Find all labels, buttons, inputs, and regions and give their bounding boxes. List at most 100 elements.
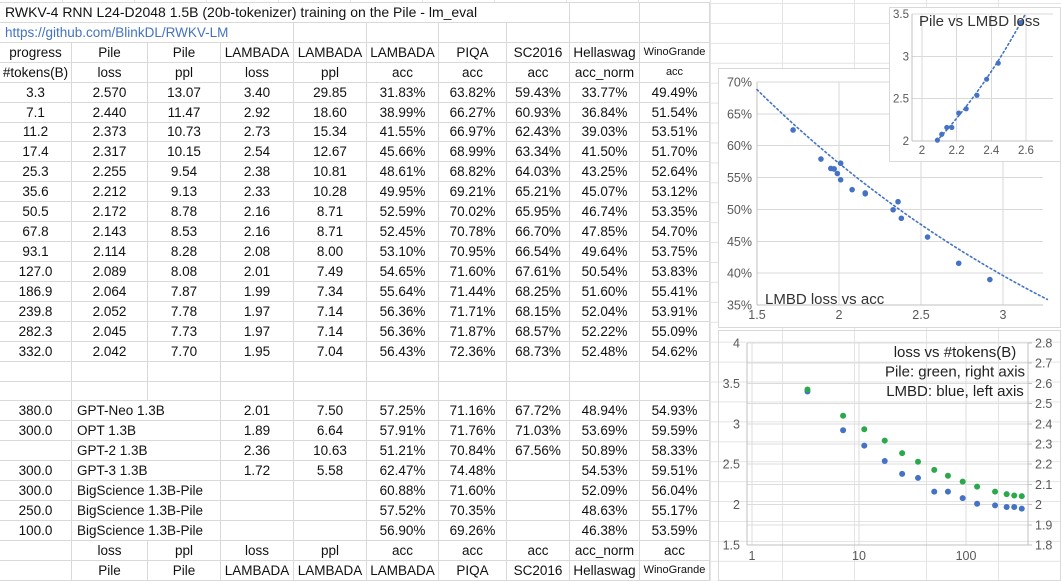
data-cell: 68.57% xyxy=(506,320,570,342)
data-point xyxy=(944,124,950,131)
data-cell: 55.41% xyxy=(639,280,710,302)
data-cell: 2.38 xyxy=(220,161,294,183)
data-cell xyxy=(220,519,294,541)
cell xyxy=(366,360,439,382)
footer-cell: Hellaswag xyxy=(569,559,640,581)
data-cell: 2.052 xyxy=(71,300,148,322)
data-cell: 69.26% xyxy=(438,519,507,541)
data-cell: 8.53 xyxy=(147,221,221,243)
axis-label: 100 xyxy=(956,549,977,563)
github-link[interactable]: https://github.com/BlinkDL/RWKV-LM xyxy=(5,24,229,40)
data-cell: 10.73 xyxy=(147,121,221,143)
data-cell: 2.089 xyxy=(71,260,148,282)
data-cell: 7.70 xyxy=(147,340,221,362)
data-cell: 35.6 xyxy=(0,181,72,203)
data-point xyxy=(995,60,1001,66)
data-cell: 7.50 xyxy=(293,400,367,422)
footer-cell: Pile xyxy=(71,559,148,581)
data-cell: 53.51% xyxy=(639,121,710,143)
data-cell: 53.83% xyxy=(639,260,710,282)
data-cell: 62.43% xyxy=(506,121,570,143)
data-cell: 2.440 xyxy=(71,101,148,123)
axis-label: 3.5 xyxy=(723,377,740,391)
data-cell: 70.35% xyxy=(438,500,507,521)
data-cell: 239.8 xyxy=(0,300,72,322)
header-cell: acc xyxy=(639,61,710,83)
cell xyxy=(639,21,710,43)
data-cell: 1.99 xyxy=(220,280,294,302)
data-cell: 31.83% xyxy=(366,81,439,103)
header-cell: WinoGrande xyxy=(639,41,710,63)
data-point-lmbd xyxy=(974,500,981,507)
chart-pile-vs-lmbd-loss: 2 2.5 3 3.5 2 2.2 2.4 2.6 Pile vs LMBD loss xyxy=(889,7,1061,162)
data-cell: 17.4 xyxy=(0,141,72,163)
axis-label: 55% xyxy=(727,171,752,185)
axis-label: 2.8 xyxy=(1035,337,1052,351)
data-cell: 7.04 xyxy=(293,340,367,362)
data-cell: 68.73% xyxy=(506,340,570,362)
data-cell: 49.64% xyxy=(569,241,640,262)
data-cell: 9.13 xyxy=(147,181,221,203)
data-cell: 56.36% xyxy=(366,300,439,322)
axis-label: 2.4 xyxy=(1035,417,1052,431)
data-cell: 71.71% xyxy=(438,300,507,322)
axis-label: 2.7 xyxy=(1035,357,1052,371)
axis-label: 2 xyxy=(1035,498,1042,512)
data-cell: 53.75% xyxy=(639,241,710,262)
footer-cell: WinoGrande xyxy=(639,559,710,581)
data-cell: 250.0 xyxy=(0,500,72,521)
data-point xyxy=(837,160,844,167)
header-cell: Hellaswag xyxy=(569,41,640,63)
data-point xyxy=(898,215,905,222)
axis-label: 3 xyxy=(1000,308,1007,322)
footer-cell: loss xyxy=(220,539,294,561)
cell xyxy=(438,360,507,382)
cell xyxy=(293,360,367,382)
data-point xyxy=(862,191,869,197)
axis-label: 2 xyxy=(836,308,843,322)
model-name-cell: GPT-Neo 1.3B xyxy=(71,400,221,422)
data-cell: 71.60% xyxy=(438,480,507,502)
data-cell: 50.54% xyxy=(569,260,640,282)
data-cell: 63.82% xyxy=(438,81,507,103)
axis-label: 10 xyxy=(852,549,866,563)
data-cell: 186.9 xyxy=(0,280,72,302)
cell xyxy=(220,380,294,402)
axis-label: 60% xyxy=(727,139,752,153)
sheet-title: RWKV-4 RNN L24-D2048 1.5B (20b-tokenizer… xyxy=(0,2,570,23)
data-cell: 100.0 xyxy=(0,519,72,541)
data-cell: 36.84% xyxy=(569,101,640,123)
data-point xyxy=(834,170,841,177)
data-cell: 10.63 xyxy=(293,440,367,462)
footer-cell: acc_norm xyxy=(569,539,640,561)
data-cell: 53.12% xyxy=(639,181,710,203)
axis-label: 2 xyxy=(919,145,925,157)
cell xyxy=(220,360,294,382)
data-cell: 49.49% xyxy=(639,81,710,103)
data-point-lmbd xyxy=(861,442,868,449)
data-cell: 68.15% xyxy=(506,300,570,322)
axis-label: 2.6 xyxy=(1018,145,1034,157)
data-cell: 54.93% xyxy=(639,400,710,422)
data-point xyxy=(934,137,941,143)
footer-cell: Pile xyxy=(147,559,221,581)
data-cell: 52.59% xyxy=(366,201,439,223)
data-cell: 72.36% xyxy=(438,340,507,362)
data-cell: 10.28 xyxy=(293,181,367,203)
trendline xyxy=(935,13,1026,142)
data-cell: 58.33% xyxy=(639,440,710,462)
data-cell: 68.82% xyxy=(438,161,507,183)
data-cell: 46.74% xyxy=(569,201,640,223)
axis-label: 2.3 xyxy=(1035,438,1052,452)
data-cell: 71.76% xyxy=(438,420,507,442)
cell xyxy=(506,380,570,402)
data-cell: 2.373 xyxy=(71,121,148,143)
axis-label: 4 xyxy=(733,337,740,351)
data-point xyxy=(837,177,844,183)
data-point-lmbd xyxy=(992,502,999,509)
data-cell: 2.064 xyxy=(71,280,148,302)
data-cell: 57.25% xyxy=(366,400,439,422)
data-point-pile xyxy=(840,412,847,419)
axis-label: 40% xyxy=(727,267,752,281)
cell xyxy=(71,360,148,382)
